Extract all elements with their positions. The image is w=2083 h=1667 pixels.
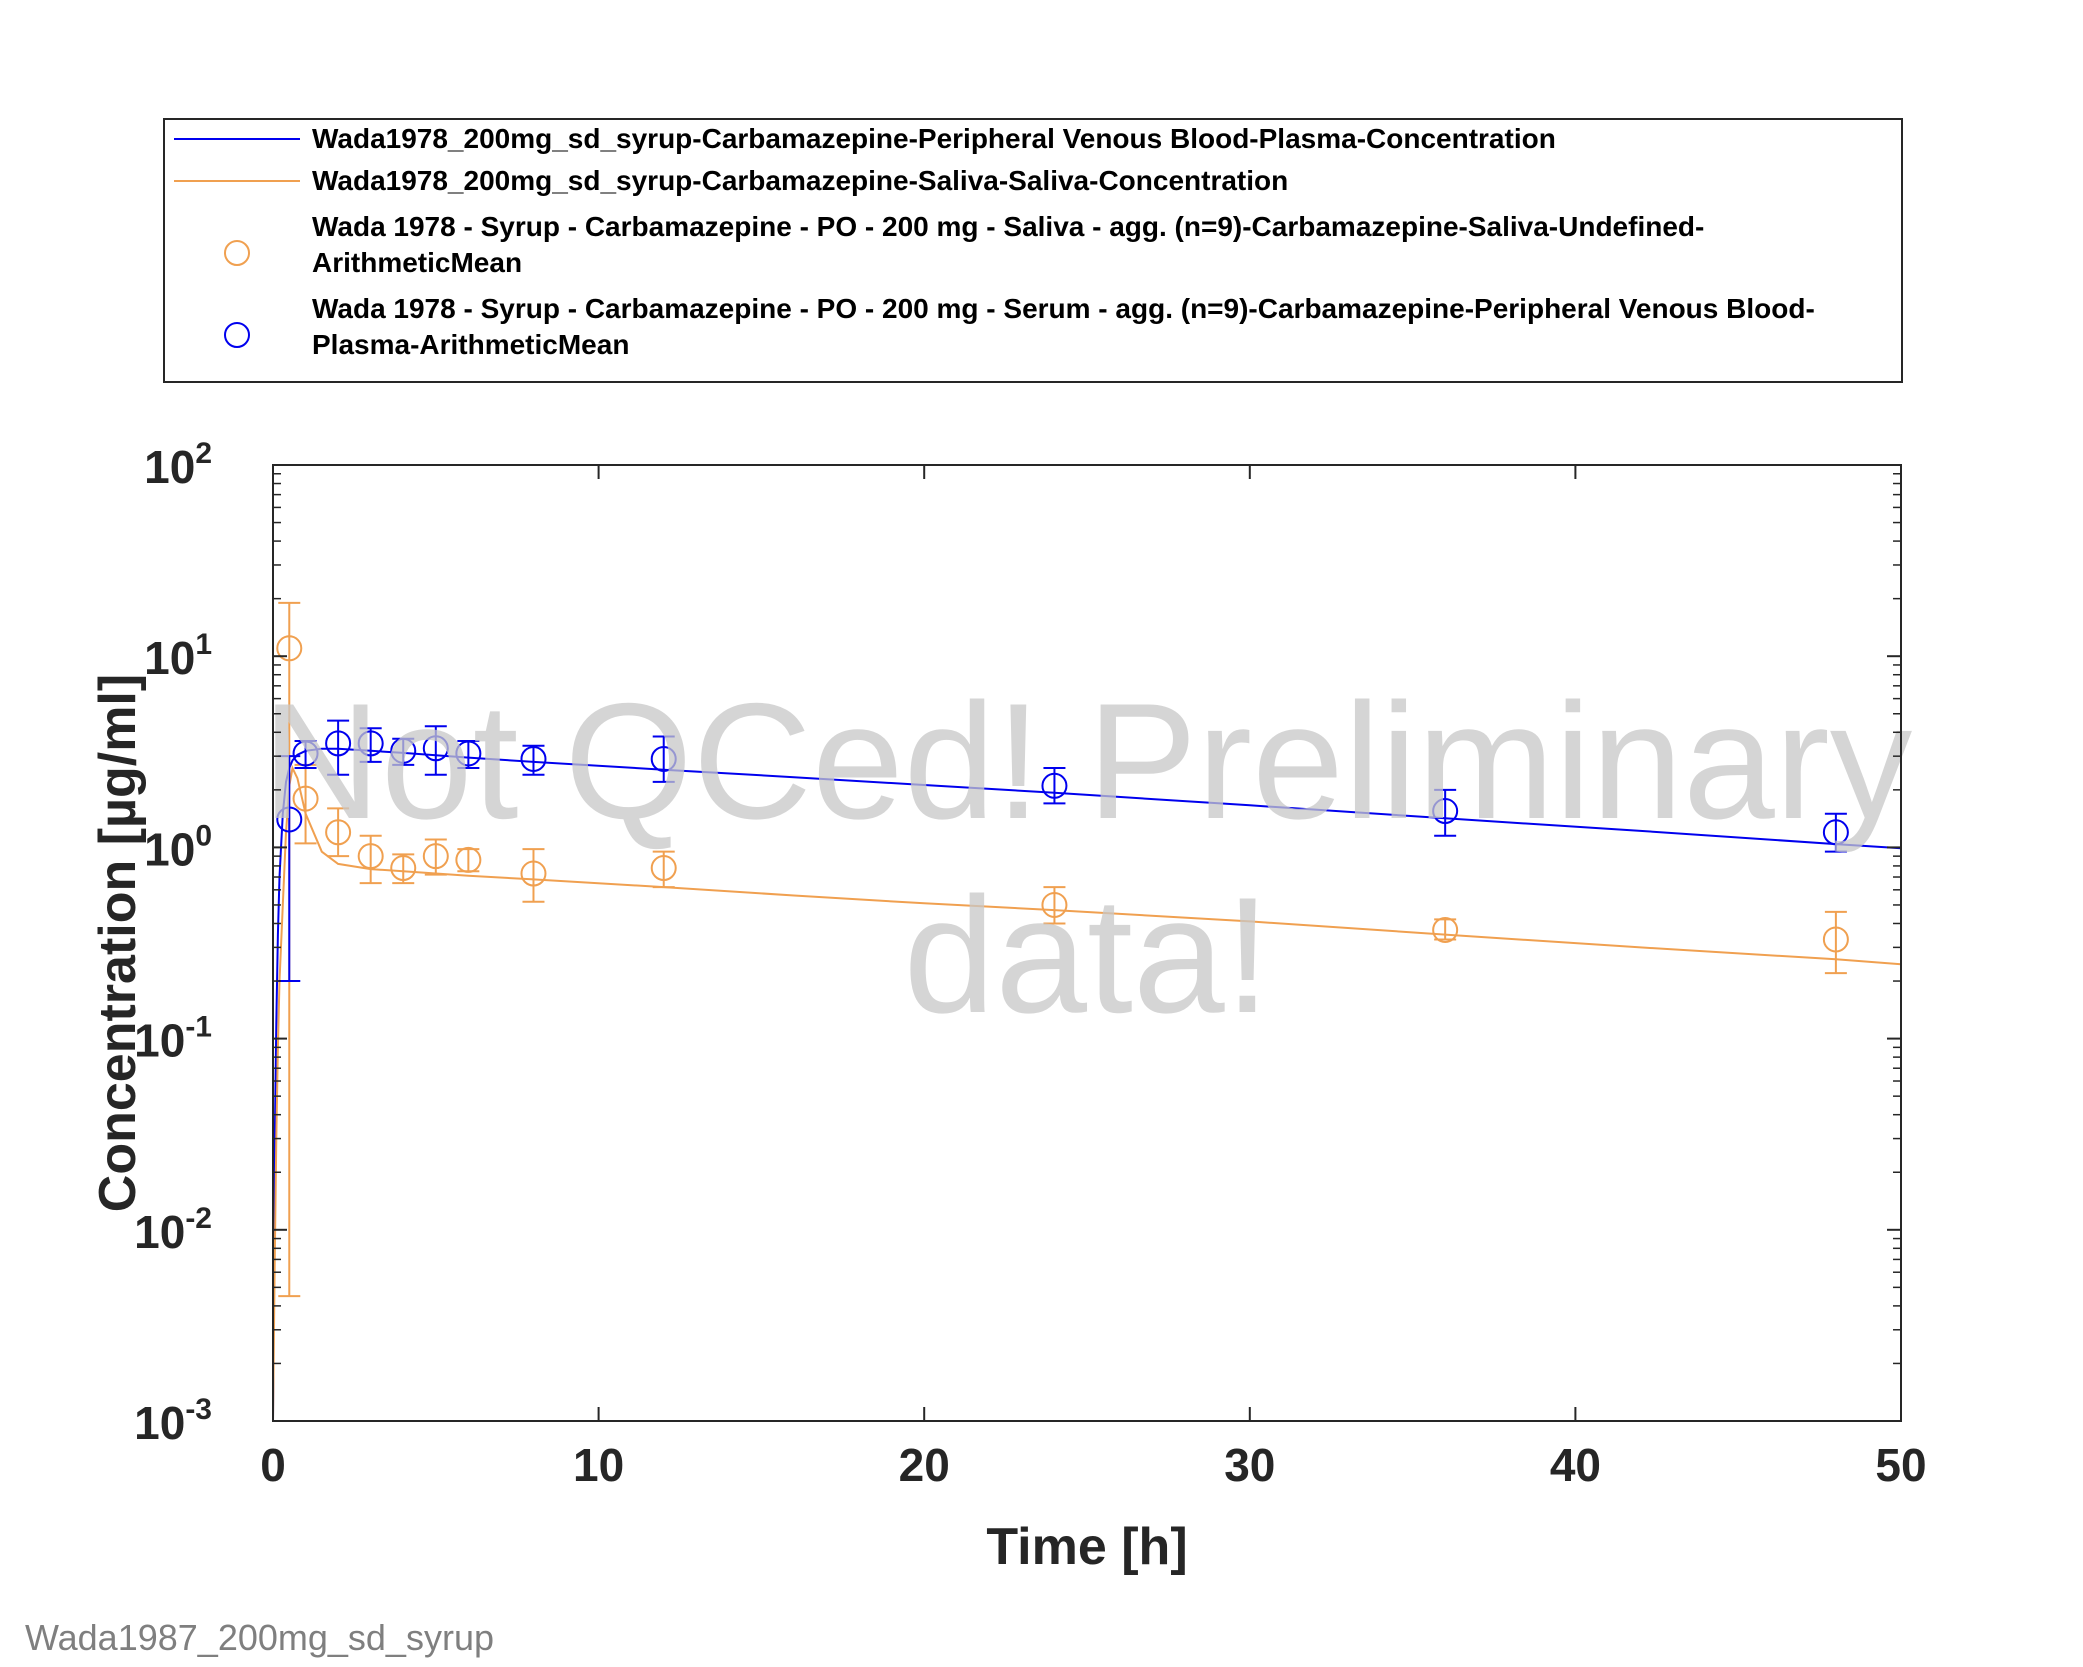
watermark-line-2: data! xyxy=(904,863,1271,1047)
data-point xyxy=(276,806,303,833)
legend-entry-label: Plasma-ArithmeticMean xyxy=(312,329,629,360)
plot-background xyxy=(273,465,1901,1421)
data-point xyxy=(1432,798,1459,825)
data-point xyxy=(455,846,482,873)
data-point xyxy=(292,740,319,767)
footer-label: Wada1987_200mg_sd_syrup xyxy=(25,1617,494,1658)
data-point xyxy=(276,635,303,662)
data-point xyxy=(422,735,449,762)
series-line xyxy=(272,764,1902,1422)
data-point xyxy=(650,855,677,882)
x-tick-label: 20 xyxy=(899,1439,950,1491)
y-tick-label: 102 xyxy=(144,437,212,493)
legend-entry-label: Wada1978_200mg_sd_syrup-Carbamazepine-Sa… xyxy=(312,165,1288,196)
legend-marker-swatch xyxy=(224,322,250,348)
y-tick-label: 10-2 xyxy=(134,1202,212,1258)
data-point xyxy=(1822,926,1849,953)
data-point xyxy=(357,843,384,870)
y-tick-exponent: 1 xyxy=(195,628,212,661)
data-point xyxy=(520,745,547,772)
y-tick-label: 100 xyxy=(144,819,212,875)
data-point xyxy=(455,740,482,767)
y-tick-label: 101 xyxy=(144,628,212,684)
watermark-line-1: Not QCed! Preliminary xyxy=(262,669,1913,853)
y-tick-label: 10-1 xyxy=(134,1011,212,1067)
y-tick-exponent: -1 xyxy=(185,1011,212,1044)
plot-frame xyxy=(272,464,1902,1422)
data-point xyxy=(1041,891,1068,918)
data-point xyxy=(1432,916,1459,943)
x-axis-title: Time [h] xyxy=(986,1518,1187,1576)
y-tick-base: 10 xyxy=(144,441,195,493)
y-tick-base: 10 xyxy=(144,632,195,684)
y-tick-base: 10 xyxy=(134,1206,185,1258)
y-tick-exponent: 0 xyxy=(195,819,212,852)
data-point xyxy=(325,819,352,846)
legend-entry-label: ArithmeticMean xyxy=(312,247,522,278)
legend-entry-label: Wada1978_200mg_sd_syrup-Carbamazepine-Pe… xyxy=(312,123,1556,154)
data-point xyxy=(520,860,547,887)
data-point xyxy=(292,785,319,812)
legend-entry-label: Wada 1978 - Syrup - Carbamazepine - PO -… xyxy=(312,293,1815,324)
data-point xyxy=(325,730,352,757)
y-tick-exponent: -2 xyxy=(185,1202,212,1235)
legend-marker-swatch xyxy=(224,240,250,266)
x-tick-label: 30 xyxy=(1224,1439,1275,1491)
data-point xyxy=(422,843,449,870)
x-tick-label: 10 xyxy=(573,1439,624,1491)
y-tick-label: 10-3 xyxy=(134,1393,212,1449)
data-point xyxy=(1822,819,1849,846)
y-axis-title: Concentration [µg/ml] xyxy=(89,674,147,1212)
legend-entry-label: Wada 1978 - Syrup - Carbamazepine - PO -… xyxy=(312,211,1704,242)
x-tick-label: 0 xyxy=(260,1439,286,1491)
y-tick-exponent: -3 xyxy=(185,1393,212,1426)
data-point xyxy=(357,730,384,757)
x-tick-label: 50 xyxy=(1875,1439,1926,1491)
data-point xyxy=(390,737,417,764)
y-tick-base: 10 xyxy=(134,1397,185,1449)
x-tick-label: 40 xyxy=(1550,1439,1601,1491)
y-tick-base: 10 xyxy=(144,823,195,875)
y-tick-exponent: 2 xyxy=(195,437,212,470)
data-point xyxy=(650,745,677,772)
y-tick-base: 10 xyxy=(134,1015,185,1067)
legend: Wada1978_200mg_sd_syrup-Carbamazepine-Pe… xyxy=(163,118,1903,383)
data-point xyxy=(1041,772,1068,799)
data-point xyxy=(390,855,417,882)
legend-box xyxy=(163,118,1903,383)
